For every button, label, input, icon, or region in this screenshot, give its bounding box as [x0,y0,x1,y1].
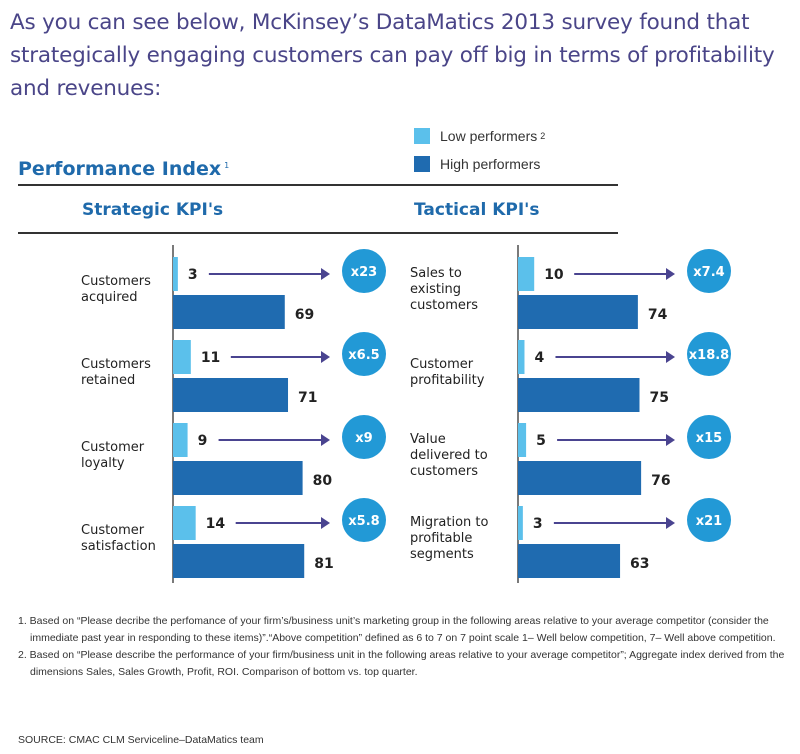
chart-title: Performance Index 1 [18,158,229,180]
category-label: Migration to [410,515,489,530]
bar-low [173,506,196,540]
bar-low [518,257,535,291]
data-label-high: 80 [313,473,333,489]
panel-title-strategic: Strategic KPI's [82,200,224,220]
data-label-high: 69 [295,307,314,323]
category-label: Customer [81,523,145,538]
divider-top [18,184,618,186]
arrow-head-icon [666,351,675,363]
data-label-low: 14 [206,516,226,532]
multiplier-label: x15 [696,431,722,446]
multiplier-badge [342,498,386,542]
divider-bottom [18,232,618,234]
category-label: Customers [81,274,151,289]
multiplier-label: x18.8 [689,348,729,363]
category-label: Value [410,432,446,447]
category-label: satisfaction [81,539,156,554]
category-label: profitability [410,373,485,388]
multiplier-badge [687,498,731,542]
bar-low [173,423,188,457]
legend-label-low: Low performers [440,128,538,144]
legend-swatch-low [414,128,430,144]
data-label-low: 5 [536,433,546,449]
category-label: customers [410,464,478,479]
chart-title-footnote: 1 [224,160,230,170]
data-label-high: 75 [650,390,669,406]
bar-high [518,461,642,495]
category-label: Sales to [410,266,462,281]
bar-high [173,378,289,412]
multiplier-label: x9 [355,431,372,446]
source-note: SOURCE: CMAC CLM Serviceline–DataMatics … [18,734,264,746]
chart-svg: 369x23Customersacquired1171x6.5Customers… [81,245,731,583]
arrow-head-icon [321,434,330,446]
multiplier-label: x7.4 [693,265,724,280]
arrow-head-icon [666,517,675,529]
bar-low [173,257,178,291]
category-label: loyalty [81,456,125,471]
legend: Low performers 2 High performers [414,122,545,178]
legend-swatch-high [414,156,430,172]
data-label-low: 3 [533,516,543,532]
data-label-high: 81 [314,556,333,572]
category-label: segments [410,547,474,562]
category-label: acquired [81,290,138,305]
legend-label-high: High performers [440,156,541,172]
data-label-high: 76 [651,473,670,489]
intro-text: As you can see below, McKinsey’s DataMat… [10,10,775,101]
legend-item-low: Low performers 2 [414,122,545,150]
footnote-2: 2. Based on “Please describe the perform… [18,649,785,678]
category-label: existing [410,282,461,297]
bar-low [518,423,527,457]
multiplier-badge [687,332,731,376]
bar-high [518,544,621,578]
multiplier-label: x21 [696,514,722,529]
multiplier-label: x6.5 [348,348,379,363]
data-label-low: 11 [201,350,220,366]
legend-item-high: High performers [414,150,545,178]
data-label-low: 10 [544,267,564,283]
arrow-head-icon [321,268,330,280]
bar-low [173,340,191,374]
bar-low [518,506,523,540]
data-label-high: 71 [298,390,317,406]
multiplier-badge [342,415,386,459]
multiplier-label: x23 [351,265,377,280]
arrow-head-icon [321,351,330,363]
arrow-head-icon [666,268,675,280]
category-label: Customer [410,357,474,372]
data-label-high: 74 [648,307,668,323]
arrow-head-icon [666,434,675,446]
multiplier-badge [342,249,386,293]
category-label: retained [81,373,135,388]
data-label-high: 63 [630,556,649,572]
multiplier-badge [342,332,386,376]
bar-high [518,295,638,329]
category-label: delivered to [410,448,488,463]
category-label: Customers [81,357,151,372]
footnote-1: 1. Based on “Please decribe the perfoman… [18,615,776,644]
chart-title-text: Performance Index [18,158,222,180]
category-label: customers [410,298,478,313]
arrow-head-icon [321,517,330,529]
data-label-low: 3 [188,267,198,283]
multiplier-label: x5.8 [348,514,379,529]
bar-high [173,544,305,578]
bar-high [173,295,285,329]
panel-title-tactical: Tactical KPI's [414,200,540,220]
data-label-low: 4 [534,350,544,366]
footnotes: 1. Based on “Please decribe the perfoman… [18,613,798,681]
bar-low [518,340,525,374]
category-label: profitable [410,531,472,546]
legend-footnote-marker: 2 [540,131,546,141]
data-label-low: 9 [198,433,208,449]
multiplier-badge [687,415,731,459]
multiplier-badge [687,249,731,293]
bar-high [173,461,303,495]
bar-high [518,378,640,412]
category-label: Customer [81,440,145,455]
